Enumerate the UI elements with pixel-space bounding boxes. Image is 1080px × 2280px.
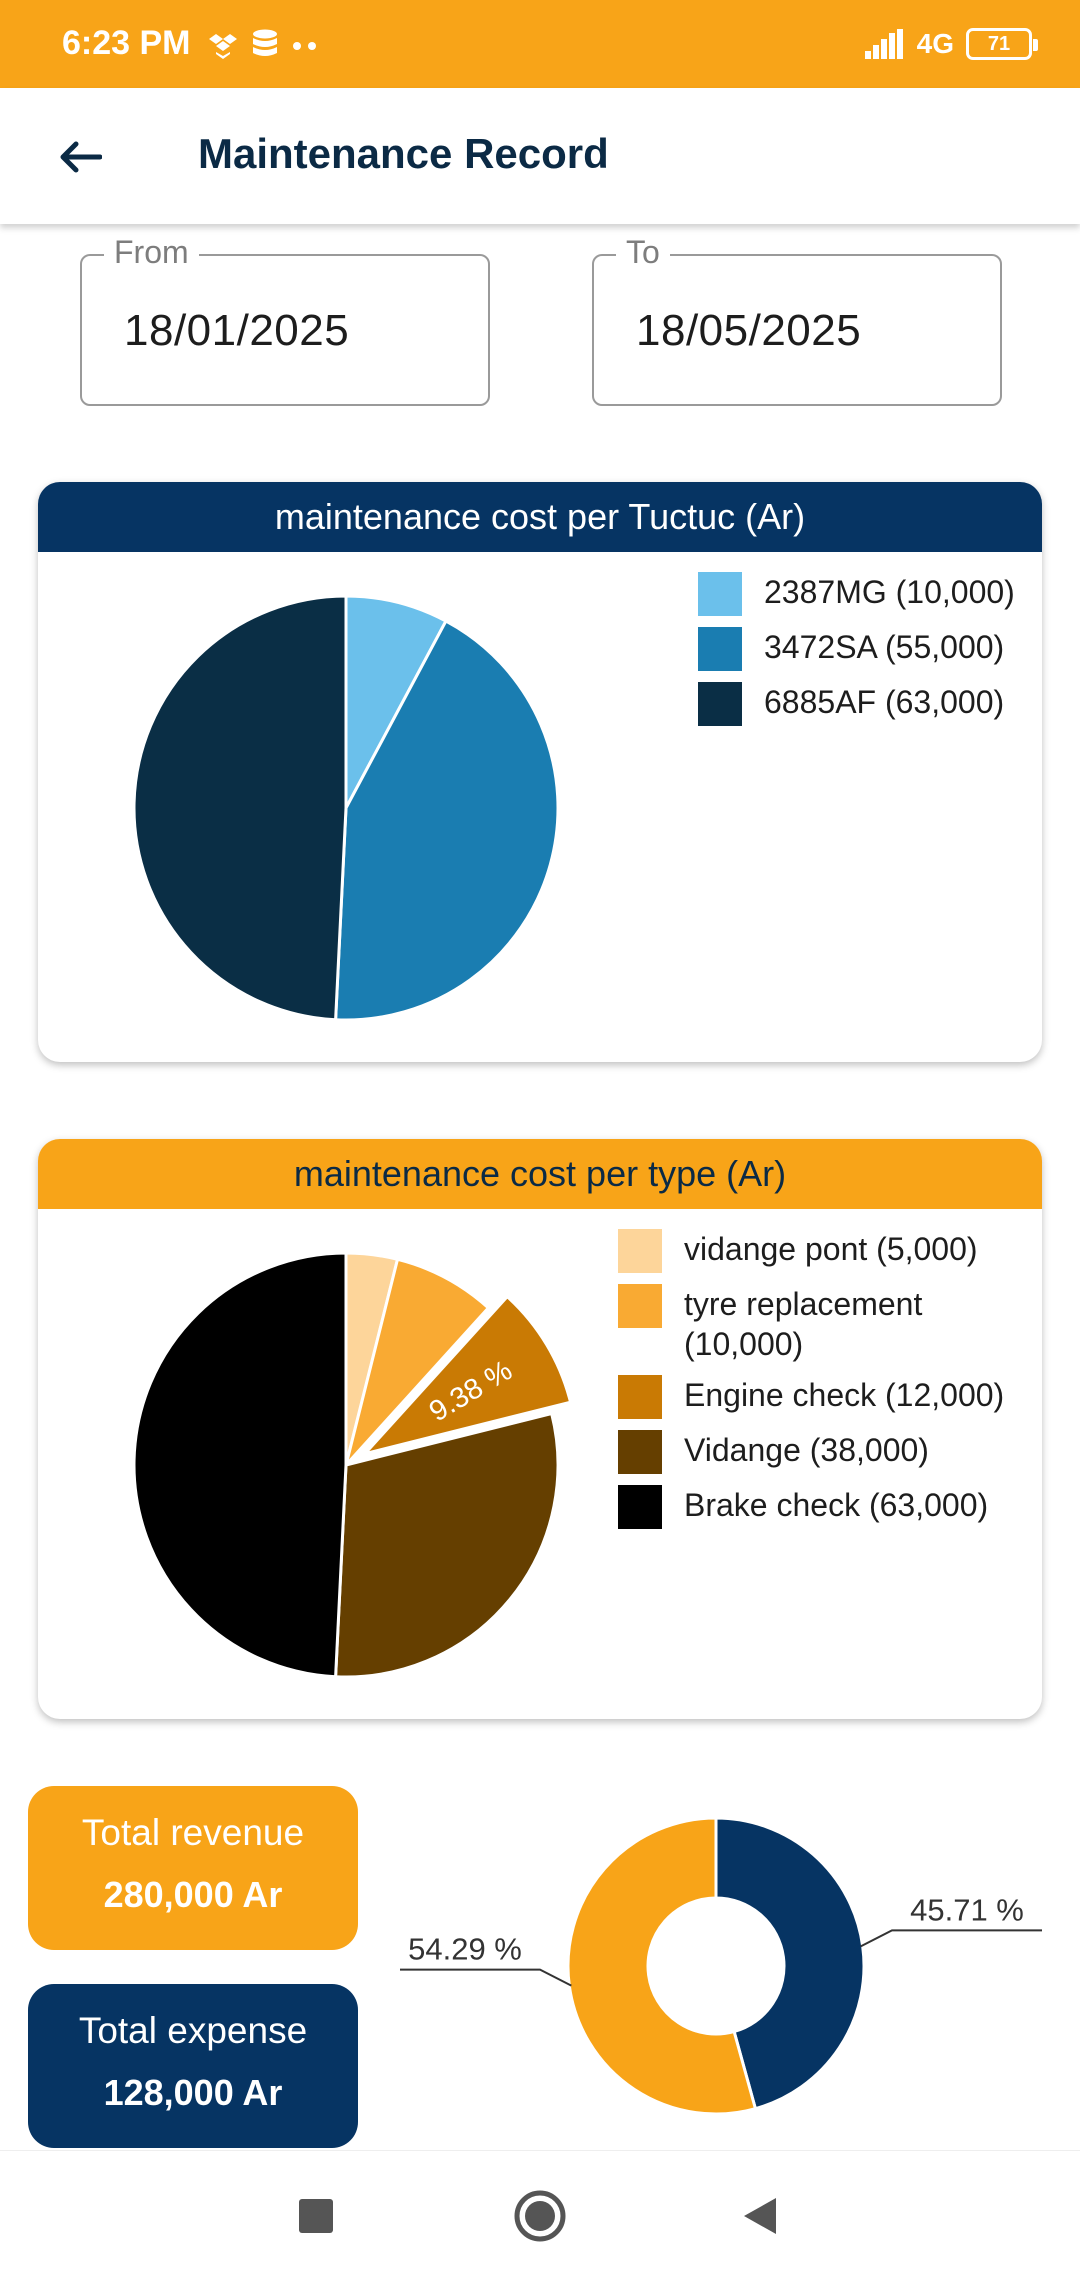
legend-swatch [618, 1375, 662, 1419]
to-date-value: 18/05/2025 [636, 306, 862, 355]
to-date-label: To [616, 234, 670, 271]
donut-label-line [400, 1968, 572, 1987]
system-nav-bar [0, 2150, 1080, 2280]
legend-swatch [698, 682, 742, 726]
arrow-left-icon [60, 141, 102, 173]
database-icon [253, 29, 277, 56]
legend-item: Brake check (63,000) [618, 1485, 1028, 1529]
status-system-icons: 4G 71 [864, 22, 1038, 66]
pie-slice-2 [360, 1294, 573, 1457]
legend-swatch [618, 1485, 662, 1529]
pie-slice-3 [334, 1411, 560, 1679]
nav-back-button[interactable] [720, 2181, 800, 2251]
app-bar: Maintenance Record [0, 88, 1080, 224]
type-cost-card: maintenance cost per type (Ar) 9.38 % vi… [38, 1139, 1042, 1719]
legend-label: Engine check (12,000) [684, 1377, 1005, 1413]
back-button[interactable] [40, 122, 120, 192]
legend-item: Engine check (12,000) [618, 1375, 1028, 1419]
revenue-expense-donut-chart: 45.71 % 54.29 % [400, 1816, 1042, 2116]
legend-label: Brake check (63,000) [684, 1487, 989, 1523]
more-dots-icon [293, 42, 316, 50]
legend-swatch [618, 1284, 662, 1328]
type-chart-title: maintenance cost per type (Ar) [38, 1139, 1042, 1209]
pie-slice-4 [132, 1251, 348, 1679]
battery-icon: 71 [966, 28, 1038, 60]
total-expense-card: Total expense 128,000 Ar [28, 1984, 358, 2148]
legend-swatch [698, 627, 742, 671]
legend-label: 3472SA (55,000) [764, 629, 1005, 665]
total-revenue-value: 280,000 Ar [103, 1874, 283, 1915]
back-triangle-icon [744, 2198, 776, 2234]
total-expense-value: 128,000 Ar [103, 2072, 283, 2113]
type-pie-chart: 9.38 % [132, 1251, 573, 1679]
to-date-field[interactable]: To 18/05/2025 [592, 234, 1002, 406]
type-legend: vidange pont (5,000) tyre replacement (10… [618, 1229, 1028, 1540]
page-title: Maintenance Record [198, 130, 609, 177]
pie-slice-2 [132, 594, 348, 1022]
donut-slice-0 [714, 1816, 866, 2111]
dropbox-icon [209, 34, 237, 59]
tuctuc-cost-card: maintenance cost per Tuctuc (Ar) 2387MG … [38, 482, 1042, 1062]
recent-apps-icon [299, 2199, 333, 2233]
legend-label: 6885AF (63,000) [764, 684, 1005, 720]
recent-apps-button[interactable] [276, 2181, 356, 2251]
donut-data-label: 54.29 % [408, 1932, 522, 1967]
pie-slice-1 [344, 1257, 491, 1467]
status-bar: 6:23 PM 4G 71 [0, 0, 1080, 88]
from-date-field[interactable]: From 18/01/2025 [80, 234, 490, 406]
legend-item: tyre replacement (10,000) [618, 1284, 1028, 1364]
from-date-value: 18/01/2025 [124, 306, 350, 355]
pie-slice-0 [344, 594, 448, 809]
legend-item: Vidange (38,000) [618, 1430, 1028, 1474]
donut-label-line [860, 1929, 1042, 1948]
from-date-label: From [104, 234, 199, 271]
legend-item: 2387MG (10,000) [698, 572, 1015, 616]
legend-item: 6885AF (63,000) [698, 682, 1015, 726]
tuctuc-legend: 2387MG (10,000) 3472SA (55,000) 6885AF (63… [698, 572, 1015, 737]
status-notification-icons [208, 26, 318, 66]
legend-label: vidange pont (5,000) [684, 1231, 978, 1267]
legend-label: 2387MG (10,000) [764, 574, 1015, 610]
tuctuc-chart-title: maintenance cost per Tuctuc (Ar) [38, 482, 1042, 552]
home-button[interactable] [500, 2181, 580, 2251]
battery-level: 71 [987, 32, 1011, 55]
total-revenue-card: Total revenue 280,000 Ar [28, 1786, 358, 1950]
tuctuc-pie-chart [132, 594, 560, 1022]
total-revenue-label: Total revenue [81, 1812, 305, 1853]
legend-swatch [618, 1229, 662, 1273]
pie-slice-1 [334, 619, 560, 1022]
legend-swatch [618, 1430, 662, 1474]
legend-label: tyre replacement (10,000) [684, 1286, 923, 1362]
network-type: 4G [916, 28, 954, 59]
legend-label: Vidange (38,000) [684, 1432, 929, 1468]
donut-data-label: 45.71 % [910, 1892, 1024, 1927]
home-icon [514, 2190, 566, 2242]
status-time: 6:23 PM [62, 24, 191, 62]
signal-icon [864, 29, 903, 59]
legend-item: vidange pont (5,000) [618, 1229, 1028, 1273]
total-expense-label: Total expense [78, 2010, 308, 2051]
legend-swatch [698, 572, 742, 616]
legend-item: 3472SA (55,000) [698, 627, 1015, 671]
donut-slice-1 [566, 1816, 758, 2116]
